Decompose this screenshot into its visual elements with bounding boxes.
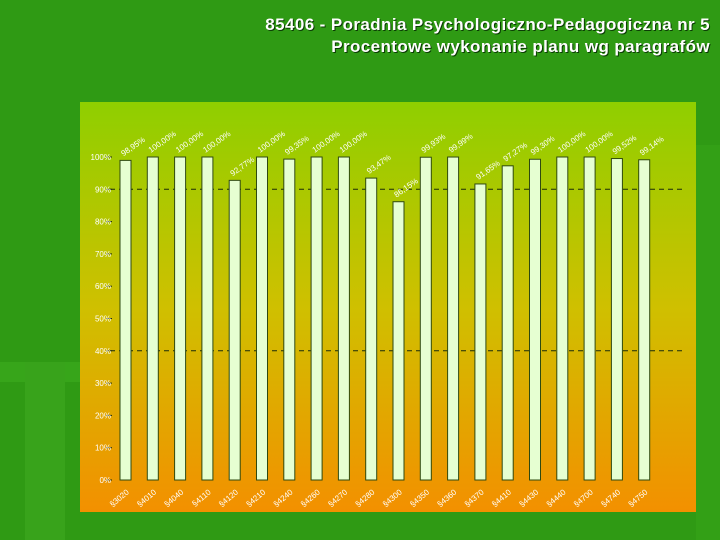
bar-series (119, 156, 651, 481)
y-tick-label: 20% (95, 411, 111, 420)
bar (119, 159, 132, 481)
y-tick-label: 60% (95, 282, 111, 291)
bar (556, 156, 569, 481)
y-tick-label: 0% (99, 476, 111, 485)
y-tick-label: 10% (95, 444, 111, 453)
bar (256, 156, 268, 481)
bar (419, 156, 432, 481)
bar (283, 158, 296, 481)
bar (365, 177, 378, 481)
y-tick-label: 50% (95, 315, 111, 324)
y-tick-label: 40% (95, 347, 111, 356)
title-line-2: Procentowe wykonanie planu wg paragrafów (331, 37, 710, 56)
bar (310, 156, 323, 481)
plot-area (80, 102, 696, 512)
bar (228, 179, 241, 481)
y-tick-label: 80% (95, 218, 111, 227)
bar (337, 156, 350, 481)
bar (638, 159, 651, 481)
bar (501, 165, 514, 481)
bar (610, 158, 623, 481)
bar (174, 156, 187, 481)
y-axis-ticks: 0% 10% 20% 30% 40% 50% 60% 70% 80% 90% 100% (91, 153, 112, 485)
bar (474, 183, 487, 481)
background-stripe (696, 145, 720, 540)
y-tick-label: 100% (91, 153, 111, 162)
bar (447, 156, 460, 481)
bar (529, 158, 541, 481)
bar (392, 201, 405, 481)
y-tick-label: 30% (95, 379, 111, 388)
bar (583, 156, 596, 481)
y-tick-label: 90% (95, 185, 111, 194)
bar (201, 156, 214, 481)
y-tick-label: 70% (95, 250, 111, 259)
slide-title: 85406 - Poradnia Psychologiczno-Pedagogi… (120, 14, 710, 58)
bar (146, 156, 159, 481)
title-line-1: 85406 - Poradnia Psychologiczno-Pedagogi… (265, 15, 710, 34)
background-stripe (25, 362, 65, 540)
